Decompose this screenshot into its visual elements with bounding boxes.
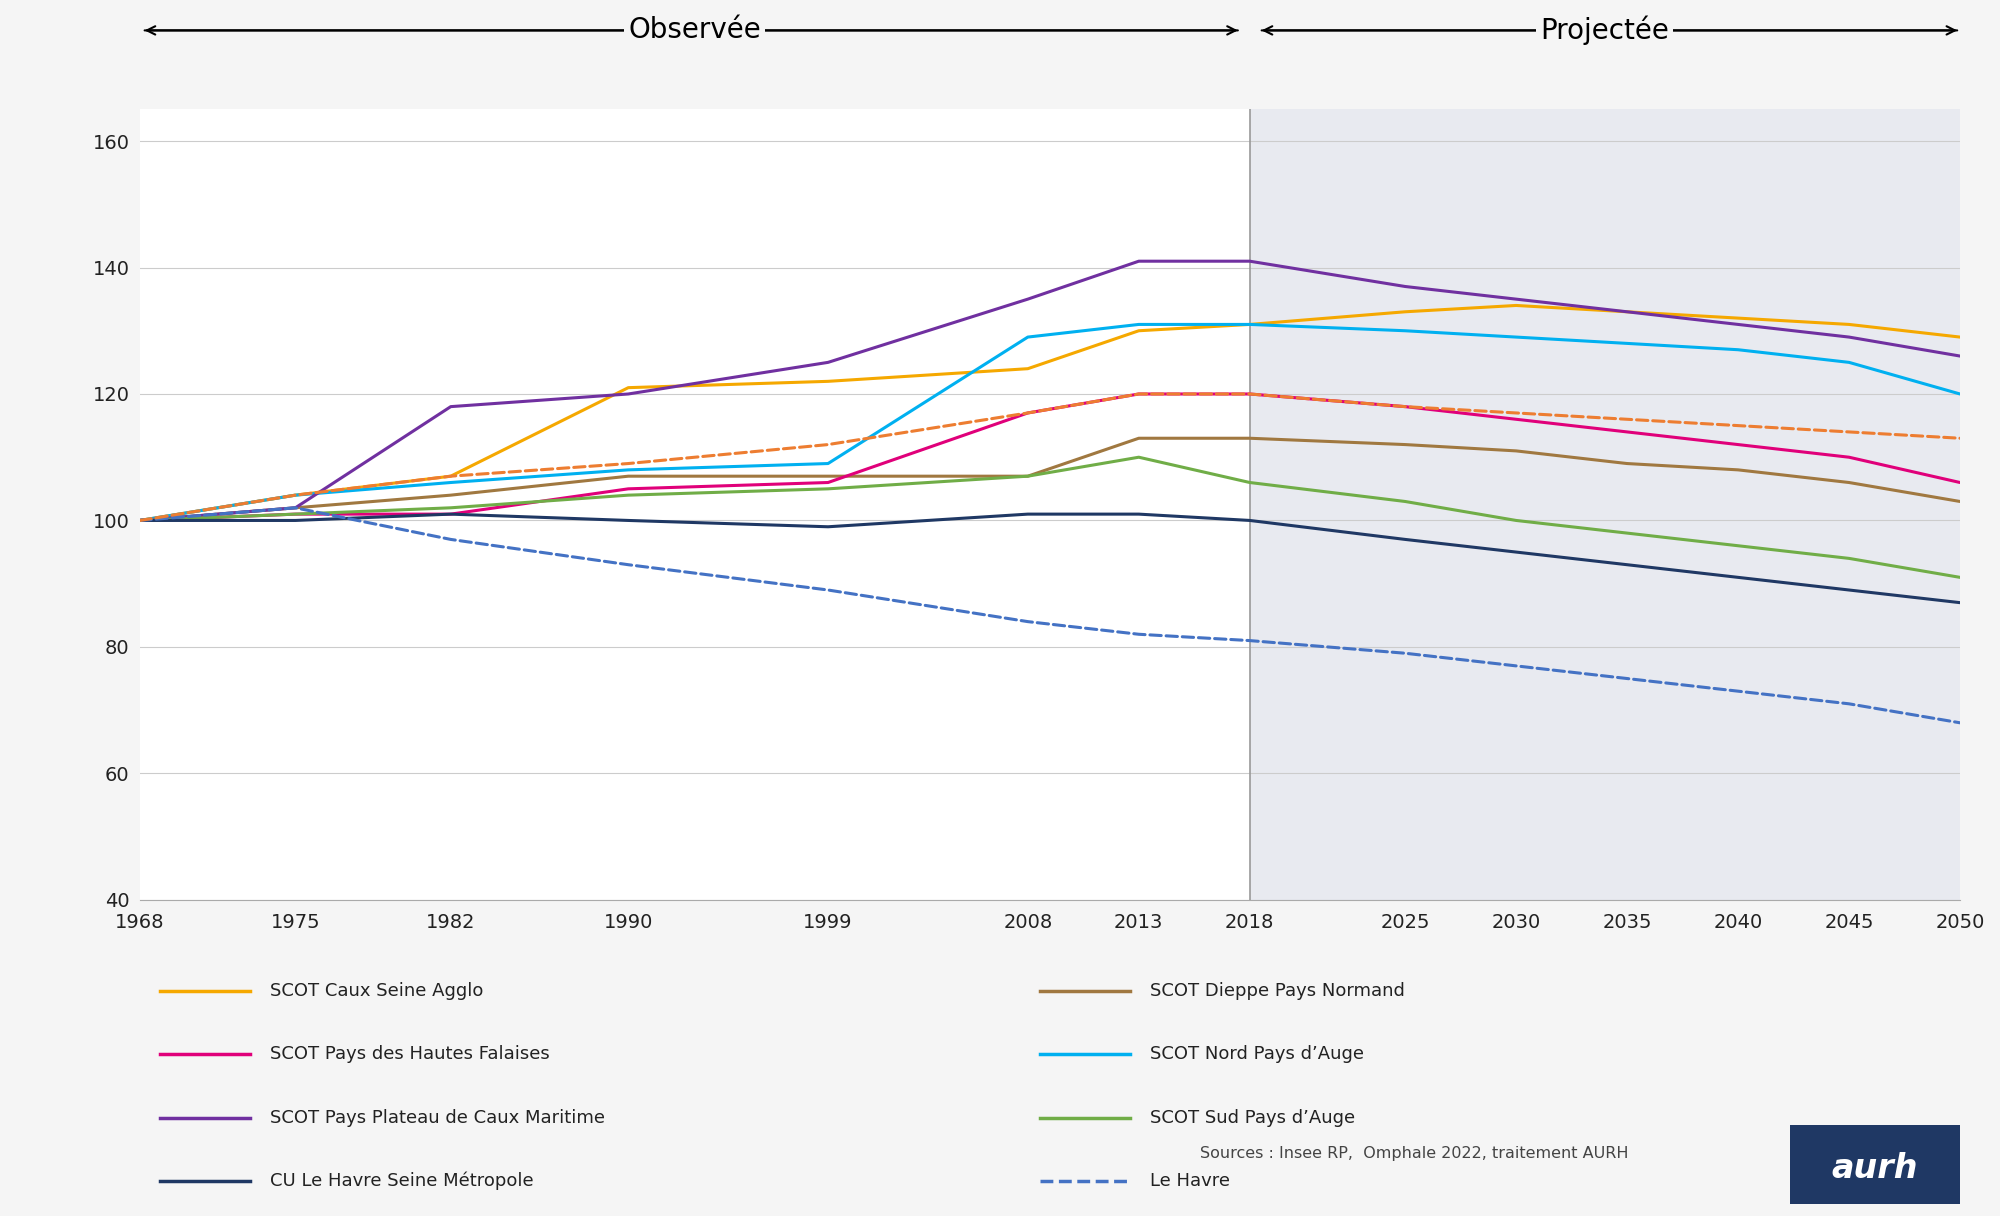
Text: SCOT Dieppe Pays Normand: SCOT Dieppe Pays Normand (1150, 983, 1404, 1000)
Text: SCOT Nord Pays d’Auge: SCOT Nord Pays d’Auge (1150, 1046, 1364, 1063)
Text: SCOT Pays des Hautes Falaises: SCOT Pays des Hautes Falaises (270, 1046, 550, 1063)
Text: SCOT Sud Pays d’Auge: SCOT Sud Pays d’Auge (1150, 1109, 1356, 1126)
Text: Sources : Insee RP,  Omphale 2022, traitement AURH: Sources : Insee RP, Omphale 2022, traite… (1200, 1147, 1628, 1161)
Text: SCOT Caux Seine Agglo: SCOT Caux Seine Agglo (270, 983, 484, 1000)
Text: CU Le Havre Seine Métropole: CU Le Havre Seine Métropole (270, 1171, 534, 1190)
Text: aurh: aurh (1832, 1152, 1918, 1184)
Text: Le Havre: Le Havre (1150, 1172, 1230, 1189)
Text: Observée: Observée (628, 16, 762, 45)
Text: Projectée: Projectée (1540, 16, 1670, 45)
Text: SCOT Pays Plateau de Caux Maritime: SCOT Pays Plateau de Caux Maritime (270, 1109, 604, 1126)
Bar (1250, 109, 2000, 900)
